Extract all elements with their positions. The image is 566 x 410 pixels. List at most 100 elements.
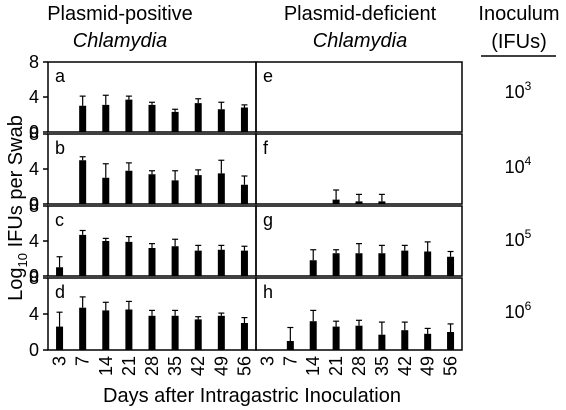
x-tick-label: 28 [142, 356, 162, 376]
panel-label: b [55, 138, 65, 158]
data-bar [194, 103, 202, 132]
y-tick-label: 8 [29, 196, 39, 216]
panel-frame [255, 133, 463, 205]
data-bar [102, 104, 110, 132]
x-tick-label: 28 [349, 356, 369, 376]
y-axis-label-sub: 10 [15, 253, 30, 267]
x-tick-label: 7 [280, 356, 300, 366]
x-tick-label: 14 [96, 356, 116, 376]
data-bar [171, 246, 179, 276]
x-tick-label: 7 [73, 356, 93, 366]
panel-label: h [263, 282, 273, 302]
inoculum-title: Inoculum [478, 3, 559, 25]
y-tick-label: 0 [29, 266, 39, 286]
data-bar [171, 111, 179, 132]
data-bar [217, 315, 225, 350]
data-bar [332, 199, 340, 204]
panel-label: e [263, 66, 273, 86]
inoculum-row-3: 105 [505, 227, 532, 250]
data-bar [217, 109, 225, 132]
data-bar [286, 341, 294, 350]
data-bar [378, 334, 386, 350]
data-bar [332, 253, 340, 276]
data-bar [171, 315, 179, 350]
data-bar [194, 250, 202, 276]
panel-label: d [55, 282, 65, 302]
data-bar [240, 107, 248, 132]
data-bar [102, 241, 110, 276]
data-bar [194, 319, 202, 350]
y-tick-label: 8 [29, 124, 39, 144]
inoculum-base: 10 [505, 157, 525, 177]
panel-label: f [263, 138, 269, 158]
data-bar [447, 332, 455, 350]
inoculum-row-1: 103 [505, 79, 532, 102]
data-bar [309, 321, 317, 350]
panel-label: g [263, 210, 273, 230]
data-bar [125, 309, 133, 350]
y-tick-label: 4 [29, 231, 39, 251]
data-bar [424, 251, 432, 276]
data-bar [125, 241, 133, 276]
data-bar [171, 180, 179, 204]
x-tick-label: 21 [326, 356, 346, 376]
data-bar [355, 325, 363, 350]
x-tick-label: 49 [418, 356, 438, 376]
y-tick-label: 4 [29, 304, 39, 324]
data-bar [447, 256, 455, 276]
data-bar [125, 99, 133, 132]
data-bar [79, 234, 87, 276]
y-tick-label: 8 [29, 268, 39, 288]
inoculum-exponent: 3 [525, 79, 532, 93]
inoculum-exponent: 4 [525, 154, 532, 168]
x-tick-label: 56 [234, 356, 254, 376]
data-bar [79, 307, 87, 350]
data-bar [56, 267, 64, 276]
inoculum-row-2: 104 [505, 154, 532, 177]
data-bar [79, 105, 87, 132]
data-bar [194, 175, 202, 204]
y-tick-label: 4 [29, 87, 39, 107]
inoculum-base: 10 [505, 82, 525, 102]
x-tick-label: 3 [50, 356, 70, 366]
x-tick-label: 35 [372, 356, 392, 376]
data-bar [102, 177, 110, 204]
right-column-title: Plasmid-deficient [284, 3, 437, 25]
y-axis-label-rest: IFUs per Swab [5, 115, 27, 253]
data-bar [148, 104, 156, 132]
data-bar [355, 253, 363, 276]
data-bar [148, 248, 156, 276]
data-bar [378, 201, 386, 204]
data-bar [217, 173, 225, 204]
y-axis-label-log: Log [5, 267, 27, 300]
data-bar [355, 201, 363, 204]
inoculum-base: 10 [505, 302, 525, 322]
inoculum-row-4: 106 [505, 299, 532, 322]
x-tick-label: 3 [257, 356, 277, 366]
x-tick-label: 49 [211, 356, 231, 376]
data-bar [102, 310, 110, 350]
y-axis-label: Log10 IFUs per Swab [5, 115, 30, 301]
x-tick-label: 14 [303, 356, 323, 376]
data-bar [424, 333, 432, 350]
data-bar [56, 326, 64, 350]
data-bar [240, 184, 248, 204]
inoculum-base: 10 [505, 230, 525, 250]
x-tick-label: 35 [165, 356, 185, 376]
data-bar [217, 249, 225, 276]
data-bar [240, 250, 248, 276]
right-column-subtitle: Chlamydia [313, 30, 407, 52]
data-bar [148, 315, 156, 350]
left-column-subtitle: Chlamydia [73, 30, 167, 52]
inoculum-unit: (IFUs) [491, 31, 547, 53]
x-tick-label: 42 [188, 356, 208, 376]
data-bar [148, 174, 156, 204]
data-bar [125, 170, 133, 204]
left-column-title: Plasmid-positive [47, 3, 193, 25]
x-axis-label: Days after Intragastric Inoculation [103, 385, 401, 407]
inoculum-exponent: 6 [525, 299, 532, 313]
data-bar [401, 330, 409, 350]
data-bar [378, 253, 386, 276]
